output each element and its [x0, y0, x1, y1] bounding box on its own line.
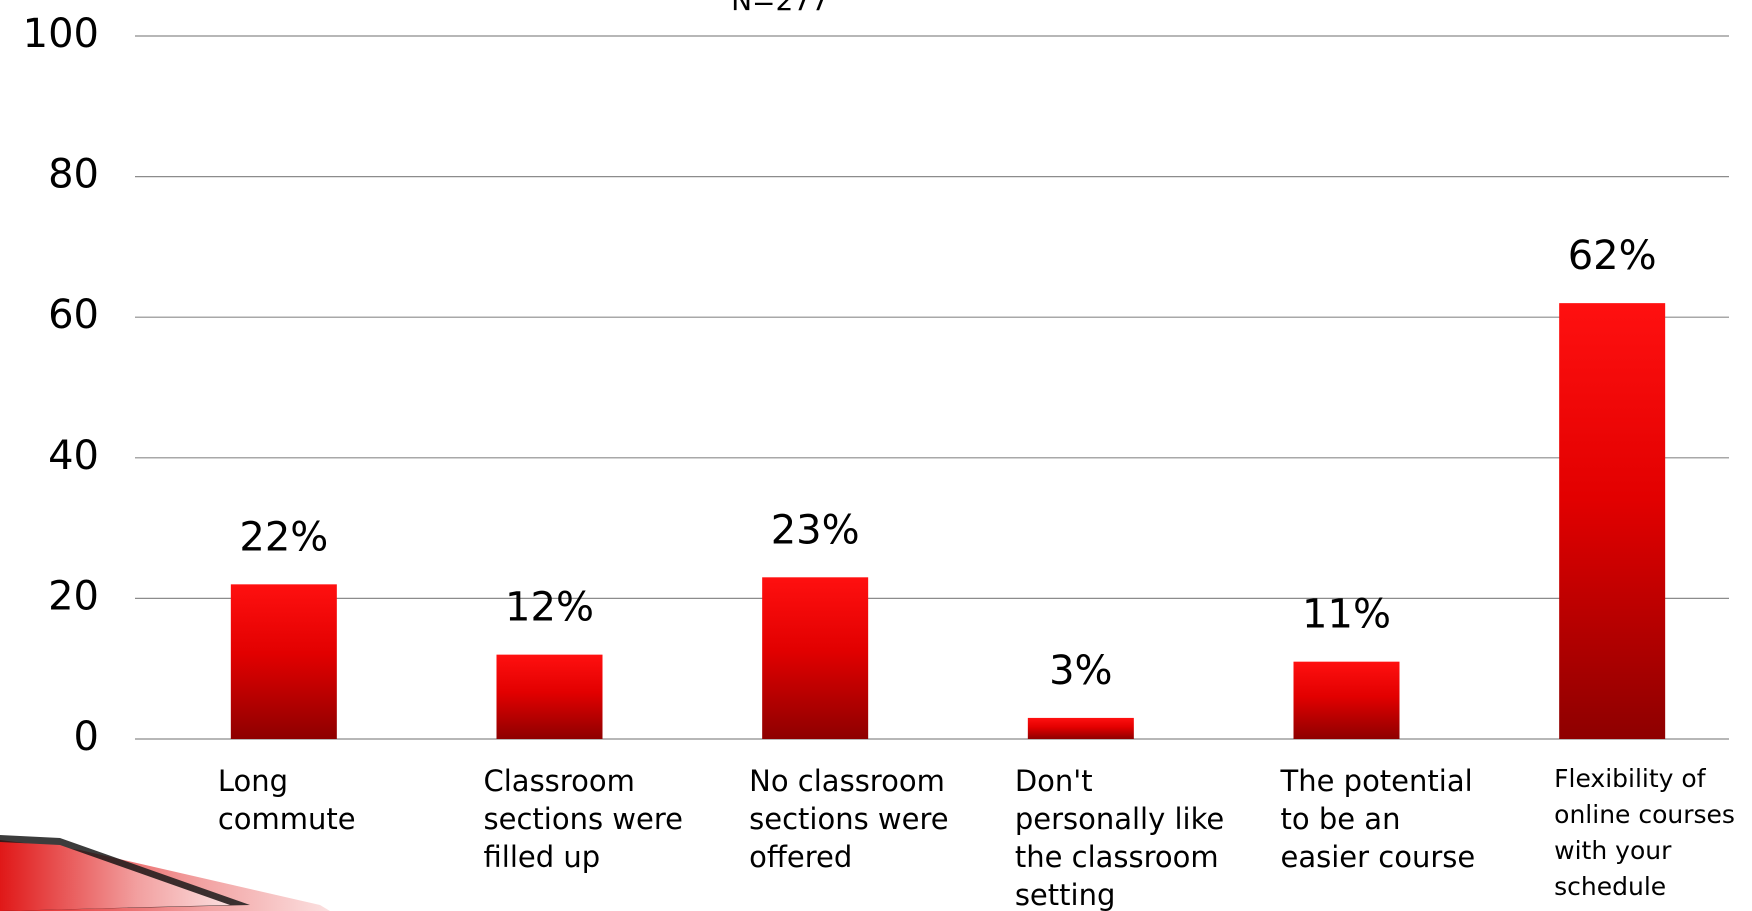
y-tick-label: 80	[48, 152, 99, 198]
x-tick-label: Classroom	[484, 764, 635, 798]
decoration	[0, 842, 230, 911]
value-label: 12%	[505, 585, 594, 631]
y-tick-label: 40	[48, 433, 99, 479]
x-tick-label: sections were	[484, 802, 683, 836]
x-tick-label: schedule	[1554, 872, 1666, 901]
bar	[230, 584, 337, 739]
value-label: 23%	[771, 507, 860, 553]
value-label: 22%	[239, 514, 328, 560]
bar	[1559, 303, 1666, 739]
x-tick-label: setting	[1015, 878, 1116, 911]
value-label: 3%	[1049, 648, 1112, 694]
x-tick-label: easier course	[1281, 840, 1476, 874]
x-tick-label: The potential	[1280, 764, 1473, 798]
x-tick-label: personally like	[1015, 802, 1224, 836]
bar	[496, 654, 603, 739]
y-tick-label: 20	[48, 573, 99, 619]
x-tick-label: sections were	[749, 802, 948, 836]
x-tick-label: commute	[218, 802, 356, 836]
bar	[1293, 661, 1400, 739]
x-tick-label: Long	[218, 764, 288, 798]
x-tick-label: with your	[1554, 836, 1672, 865]
value-label: 11%	[1302, 592, 1391, 638]
bar	[762, 577, 869, 739]
x-tick-label: online courses	[1554, 800, 1735, 829]
x-tick-label: Flexibility of	[1554, 764, 1707, 793]
x-tick-label: the classroom	[1015, 840, 1219, 874]
value-label: 62%	[1568, 233, 1657, 279]
x-tick-label: Don't	[1015, 764, 1093, 798]
x-tick-label: offered	[749, 840, 852, 874]
bar	[1027, 717, 1134, 739]
x-tick-label: filled up	[484, 840, 601, 874]
chart-title: N=277	[731, 0, 829, 17]
x-tick-label: to be an	[1281, 802, 1401, 836]
y-tick-label: 0	[74, 714, 99, 760]
y-tick-label: 100	[23, 11, 99, 57]
x-tick-label: No classroom	[749, 764, 945, 798]
y-tick-label: 60	[48, 292, 99, 338]
